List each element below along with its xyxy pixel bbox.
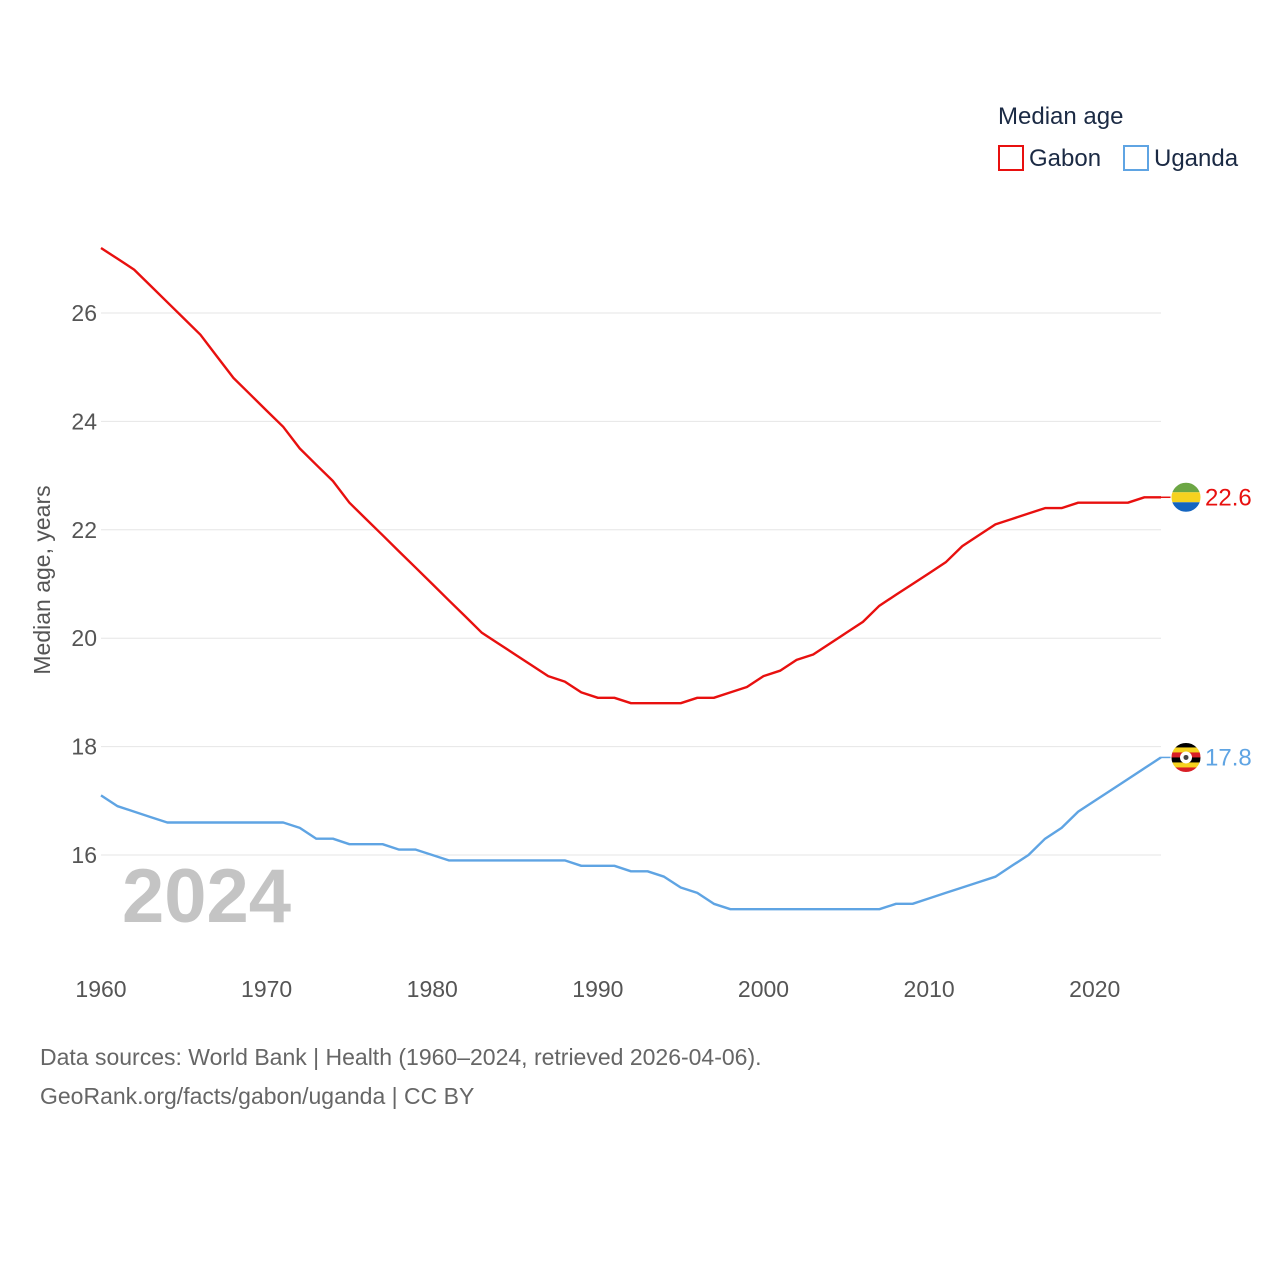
end-value-label-gabon: 22.6 — [1205, 484, 1252, 511]
x-tick-label: 2010 — [904, 976, 955, 1002]
year-watermark: 2024 — [122, 854, 291, 939]
x-tick-label: 1980 — [407, 976, 458, 1002]
y-axis-ticks: 16 18 20 22 24 26 — [71, 300, 97, 868]
end-value-label-uganda: 17.8 — [1205, 744, 1252, 771]
series-line-uganda — [100, 756, 1162, 911]
x-tick-label: 1990 — [572, 976, 623, 1002]
x-tick-label: 2000 — [738, 976, 789, 1002]
legend-swatch-uganda — [1123, 145, 1149, 171]
y-tick-label: 18 — [71, 734, 97, 760]
series-end-markers: 22.6 17.8 — [1161, 481, 1252, 773]
gabon-flag-icon — [1171, 482, 1201, 513]
x-tick-label: 2020 — [1069, 976, 1120, 1002]
x-tick-label: 1960 — [75, 976, 126, 1002]
footer-attribution: GeoRank.org/facts/gabon/uganda | CC BY — [40, 1083, 475, 1109]
flag-ring — [1170, 481, 1202, 513]
legend-swatch-gabon — [998, 145, 1024, 171]
uganda-flag-icon — [1171, 742, 1201, 773]
x-tick-label: 1970 — [241, 976, 292, 1002]
y-tick-label: 26 — [71, 300, 97, 326]
y-tick-label: 20 — [71, 625, 97, 651]
footer-sources: Data sources: World Bank | Health (1960–… — [40, 1044, 762, 1070]
series-line-gabon — [100, 246, 1161, 705]
legend-label-gabon: Gabon — [1029, 145, 1101, 172]
flag-ring — [1170, 741, 1202, 773]
median-age-chart: Median age Gabon Uganda 16 18 20 22 24 26 196… — [29, 103, 1252, 1002]
y-tick-label: 24 — [71, 408, 97, 434]
legend-label-uganda: Uganda — [1154, 145, 1239, 172]
gridlines — [101, 312, 1161, 856]
series-lines — [100, 246, 1162, 911]
y-tick-label: 16 — [71, 842, 97, 868]
y-tick-label: 22 — [71, 517, 97, 543]
legend-title: Median age — [998, 103, 1123, 130]
x-axis-ticks: 1960 1970 1980 1990 2000 2010 2020 — [75, 976, 1120, 1002]
y-axis-title: Median age, years — [29, 485, 55, 674]
